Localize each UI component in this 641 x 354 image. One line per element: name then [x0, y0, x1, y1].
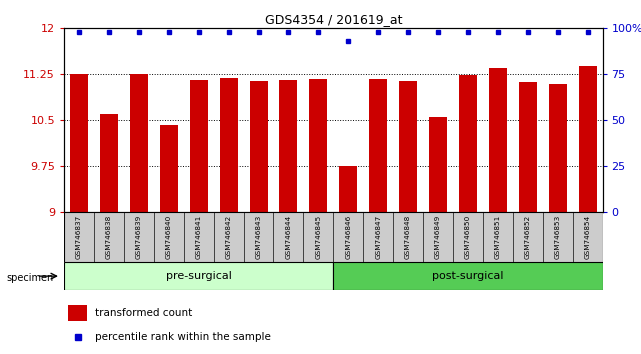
Text: GSM746850: GSM746850 — [465, 215, 471, 259]
Text: percentile rank within the sample: percentile rank within the sample — [95, 332, 271, 342]
Bar — [70, 74, 88, 212]
Text: GSM746854: GSM746854 — [585, 215, 590, 259]
Bar — [94, 212, 124, 262]
Bar — [220, 78, 238, 212]
Title: GDS4354 / 201619_at: GDS4354 / 201619_at — [265, 13, 402, 26]
Text: GSM746852: GSM746852 — [525, 215, 531, 259]
Bar — [489, 68, 507, 212]
Text: GSM746844: GSM746844 — [285, 215, 292, 259]
Bar — [244, 212, 274, 262]
Bar — [154, 212, 184, 262]
Text: GSM746842: GSM746842 — [226, 215, 231, 259]
Bar — [459, 75, 477, 212]
Text: GSM746839: GSM746839 — [136, 215, 142, 259]
Bar — [423, 212, 453, 262]
Bar — [399, 81, 417, 212]
Bar — [393, 212, 423, 262]
Text: GSM746837: GSM746837 — [76, 215, 82, 259]
Bar — [100, 114, 118, 212]
Bar — [124, 212, 154, 262]
Text: GSM746843: GSM746843 — [256, 215, 262, 259]
Bar — [190, 80, 208, 212]
Bar — [483, 212, 513, 262]
Text: specimen: specimen — [6, 273, 54, 283]
Bar — [369, 79, 387, 212]
Bar — [130, 74, 148, 212]
Bar — [279, 80, 297, 212]
Bar — [519, 82, 537, 212]
Bar — [310, 79, 328, 212]
Bar — [339, 166, 357, 212]
Text: GSM746848: GSM746848 — [405, 215, 411, 259]
Bar — [68, 305, 87, 321]
Bar — [453, 212, 483, 262]
Bar — [64, 212, 94, 262]
Bar — [333, 262, 603, 290]
Bar — [513, 212, 543, 262]
Bar — [303, 212, 333, 262]
Bar — [249, 81, 267, 212]
Text: GSM746838: GSM746838 — [106, 215, 112, 259]
Text: transformed count: transformed count — [95, 308, 192, 318]
Bar — [333, 212, 363, 262]
Bar — [429, 117, 447, 212]
Bar — [363, 212, 393, 262]
Text: GSM746851: GSM746851 — [495, 215, 501, 259]
Bar — [572, 212, 603, 262]
Text: GSM746853: GSM746853 — [554, 215, 561, 259]
Text: GSM746846: GSM746846 — [345, 215, 351, 259]
Text: GSM746845: GSM746845 — [315, 215, 321, 259]
Bar — [579, 66, 597, 212]
Bar — [274, 212, 303, 262]
Text: GSM746841: GSM746841 — [196, 215, 202, 259]
Text: GSM746847: GSM746847 — [375, 215, 381, 259]
Bar — [213, 212, 244, 262]
Text: GSM746849: GSM746849 — [435, 215, 441, 259]
Text: pre-surgical: pre-surgical — [166, 271, 231, 281]
Bar — [549, 84, 567, 212]
Text: post-surgical: post-surgical — [432, 271, 504, 281]
Bar — [64, 262, 333, 290]
Bar — [184, 212, 213, 262]
Bar — [160, 125, 178, 212]
Text: GSM746840: GSM746840 — [166, 215, 172, 259]
Bar — [543, 212, 572, 262]
